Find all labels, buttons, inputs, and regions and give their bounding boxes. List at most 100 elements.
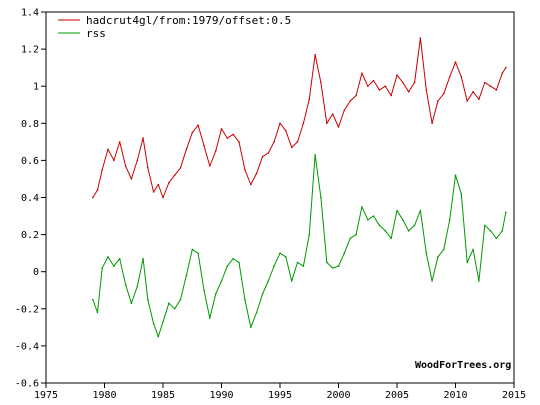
data-point: [326, 261, 328, 264]
data-point: [220, 280, 223, 282]
data-point: [460, 193, 463, 195]
data-point: [290, 146, 293, 149]
data-point: [92, 298, 94, 301]
data-point: [279, 252, 281, 254]
data-point: [238, 141, 240, 143]
data-point: [448, 76, 451, 78]
data-point: [505, 211, 507, 214]
data-point: [495, 89, 498, 91]
data-point: [326, 122, 328, 125]
data-point: [191, 131, 194, 134]
data-point: [226, 265, 229, 267]
x-tick-label: 2005: [385, 390, 409, 401]
data-point: [308, 98, 311, 100]
data-point: [290, 280, 293, 282]
data-point: [250, 326, 252, 329]
x-tick-label: 1990: [209, 390, 233, 401]
data-point: [372, 215, 375, 217]
data-point: [96, 189, 99, 191]
data-point: [466, 100, 469, 102]
data-point: [267, 152, 270, 154]
data-point: [443, 92, 445, 95]
data-point: [142, 137, 144, 139]
data-point: [314, 154, 316, 156]
data-point: [220, 128, 223, 130]
data-point: [384, 230, 387, 232]
data-point: [419, 37, 422, 39]
data-point: [113, 265, 115, 267]
data-point: [168, 181, 170, 184]
data-point: [173, 174, 176, 176]
x-tick-label: 2015: [502, 390, 526, 401]
data-point: [419, 209, 422, 212]
data-point: [203, 144, 205, 147]
data-point: [355, 94, 357, 97]
data-point: [273, 141, 275, 143]
y-tick-label: 1: [33, 82, 39, 93]
data-point: [472, 91, 474, 93]
data-point: [367, 219, 369, 221]
series-layer: [92, 37, 507, 338]
data-point: [349, 237, 352, 240]
data-point: [273, 265, 275, 267]
data-point: [185, 148, 188, 151]
data-point: [320, 81, 322, 84]
data-point: [472, 248, 474, 251]
plot-area: [45, 11, 515, 384]
data-point: [384, 85, 387, 87]
data-point: [484, 224, 486, 227]
data-point: [367, 85, 369, 87]
data-point: [378, 224, 381, 227]
data-point: [484, 81, 486, 84]
x-tick-label: 2000: [326, 390, 350, 401]
data-point: [168, 302, 170, 305]
data-point: [267, 280, 270, 282]
y-tick-label: 0.8: [21, 119, 39, 130]
data-point: [173, 308, 176, 310]
data-point: [250, 183, 252, 186]
data-point: [118, 141, 121, 143]
data-point: [396, 209, 398, 212]
data-point: [407, 91, 410, 93]
data-point: [147, 298, 149, 301]
data-point: [255, 311, 258, 314]
data-point: [361, 206, 363, 208]
data-point: [454, 174, 457, 176]
data-point: [396, 74, 398, 76]
data-point: [390, 237, 393, 240]
data-point: [179, 298, 182, 301]
data-point: [101, 267, 103, 269]
data-point: [130, 302, 133, 305]
data-point: [136, 159, 139, 162]
data-point: [489, 85, 492, 87]
data-point: [179, 167, 182, 169]
y-tick-label: 0.2: [21, 230, 39, 241]
data-point: [402, 81, 404, 84]
data-point: [136, 285, 139, 288]
legend-label-hadcrut: hadcrut4gl/from:1979/offset:0.5: [86, 14, 291, 27]
y-tick-label: -0.2: [15, 304, 39, 315]
data-point: [331, 113, 334, 115]
y-tick-label: 0: [33, 267, 39, 278]
x-tick-label: 1975: [34, 390, 58, 401]
data-point: [460, 76, 463, 78]
data-point: [302, 122, 305, 125]
data-point: [489, 230, 492, 232]
x-tick-label: 1985: [151, 390, 175, 401]
data-point: [296, 261, 299, 264]
data-point: [92, 196, 94, 199]
data-point: [448, 219, 451, 221]
data-point: [285, 256, 287, 258]
x-tick-label: 1980: [92, 390, 116, 401]
data-point: [244, 168, 246, 171]
data-point: [478, 98, 480, 100]
data-point: [124, 165, 127, 167]
data-point: [431, 280, 433, 282]
data-point: [407, 230, 410, 232]
y-tick-label: 0.4: [21, 193, 39, 204]
data-point: [107, 148, 109, 151]
y-tick-label: 0.6: [21, 156, 39, 167]
data-point: [337, 126, 340, 128]
legend: hadcrut4gl/from:1979/offset:0.5 rss: [58, 14, 291, 40]
